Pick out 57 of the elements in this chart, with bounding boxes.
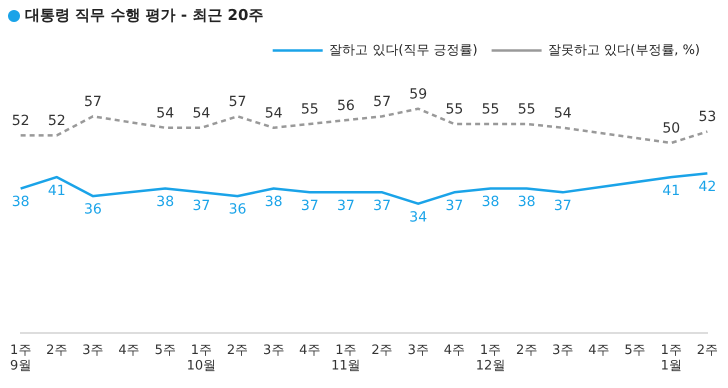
data-label: 38 bbox=[518, 194, 536, 210]
data-label: 36 bbox=[228, 202, 246, 218]
data-label: 42 bbox=[698, 178, 716, 195]
x-tick-label: 2주 bbox=[516, 342, 538, 358]
x-tick-label: 1주 10월 bbox=[186, 342, 216, 374]
data-label: 52 bbox=[48, 112, 66, 129]
x-tick-label: 4주 bbox=[444, 342, 465, 358]
data-label: 55 bbox=[482, 102, 500, 118]
data-label: 38 bbox=[264, 194, 283, 210]
x-tick-label: 1주 1월 bbox=[660, 342, 682, 374]
x-tick-label: 2주 bbox=[371, 342, 393, 358]
x-tick-label: 4주 bbox=[299, 342, 320, 358]
x-tick-label: 5주 bbox=[624, 342, 646, 358]
x-tick-label: 4주 bbox=[118, 342, 140, 358]
data-label: 37 bbox=[192, 198, 210, 214]
data-label: 50 bbox=[662, 120, 680, 137]
data-label: 55 bbox=[300, 102, 319, 118]
data-label: 36 bbox=[84, 202, 102, 218]
data-label: 54 bbox=[264, 105, 283, 122]
data-label: 59 bbox=[409, 86, 428, 102]
data-label: 57 bbox=[373, 94, 391, 110]
legend-label: 잘못하고 있다(부정률, %) bbox=[548, 42, 700, 58]
chart-title: 대통령 직무 수행 평가 - 최근 20주 bbox=[25, 6, 264, 25]
data-label: 37 bbox=[554, 198, 572, 214]
x-tick-label: 2주 bbox=[46, 342, 68, 358]
x-tick-label: 1주 9월 bbox=[10, 342, 32, 374]
x-tick-label: 5주 bbox=[154, 342, 176, 358]
x-tick-label: 3주 bbox=[82, 342, 104, 358]
x-tick-label: 3주 bbox=[408, 342, 429, 358]
data-label: 55 bbox=[445, 102, 464, 118]
data-label: 55 bbox=[518, 102, 536, 118]
data-label: 57 bbox=[228, 94, 246, 110]
x-tick-label: 2주 bbox=[696, 342, 718, 358]
data-label: 52 bbox=[12, 112, 30, 129]
x-tick-label: 1주 11월 bbox=[331, 342, 361, 374]
data-label: 53 bbox=[698, 109, 716, 126]
x-tick-label: 1주 12월 bbox=[476, 342, 506, 374]
data-label: 38 bbox=[482, 194, 500, 210]
data-label: 38 bbox=[12, 194, 30, 210]
data-label: 38 bbox=[156, 194, 174, 210]
x-tick-label: 3주 bbox=[263, 342, 284, 358]
data-label: 57 bbox=[84, 94, 102, 110]
data-label: 37 bbox=[337, 198, 355, 214]
data-label: 37 bbox=[300, 198, 319, 214]
data-label: 54 bbox=[156, 105, 174, 122]
x-tick-label: 3주 bbox=[552, 342, 574, 358]
x-tick-label: 4주 bbox=[588, 342, 610, 358]
legend-label: 잘하고 있다(직무 긍정률) bbox=[329, 42, 478, 58]
data-label: 41 bbox=[48, 182, 66, 199]
data-label: 41 bbox=[662, 182, 680, 199]
data-label: 34 bbox=[409, 209, 428, 226]
data-label: 54 bbox=[554, 105, 572, 122]
x-tick-label: 2주 bbox=[226, 342, 248, 358]
data-label: 37 bbox=[445, 198, 464, 214]
data-label: 37 bbox=[373, 198, 391, 214]
data-label: 54 bbox=[192, 105, 210, 122]
data-label: 56 bbox=[337, 98, 355, 114]
